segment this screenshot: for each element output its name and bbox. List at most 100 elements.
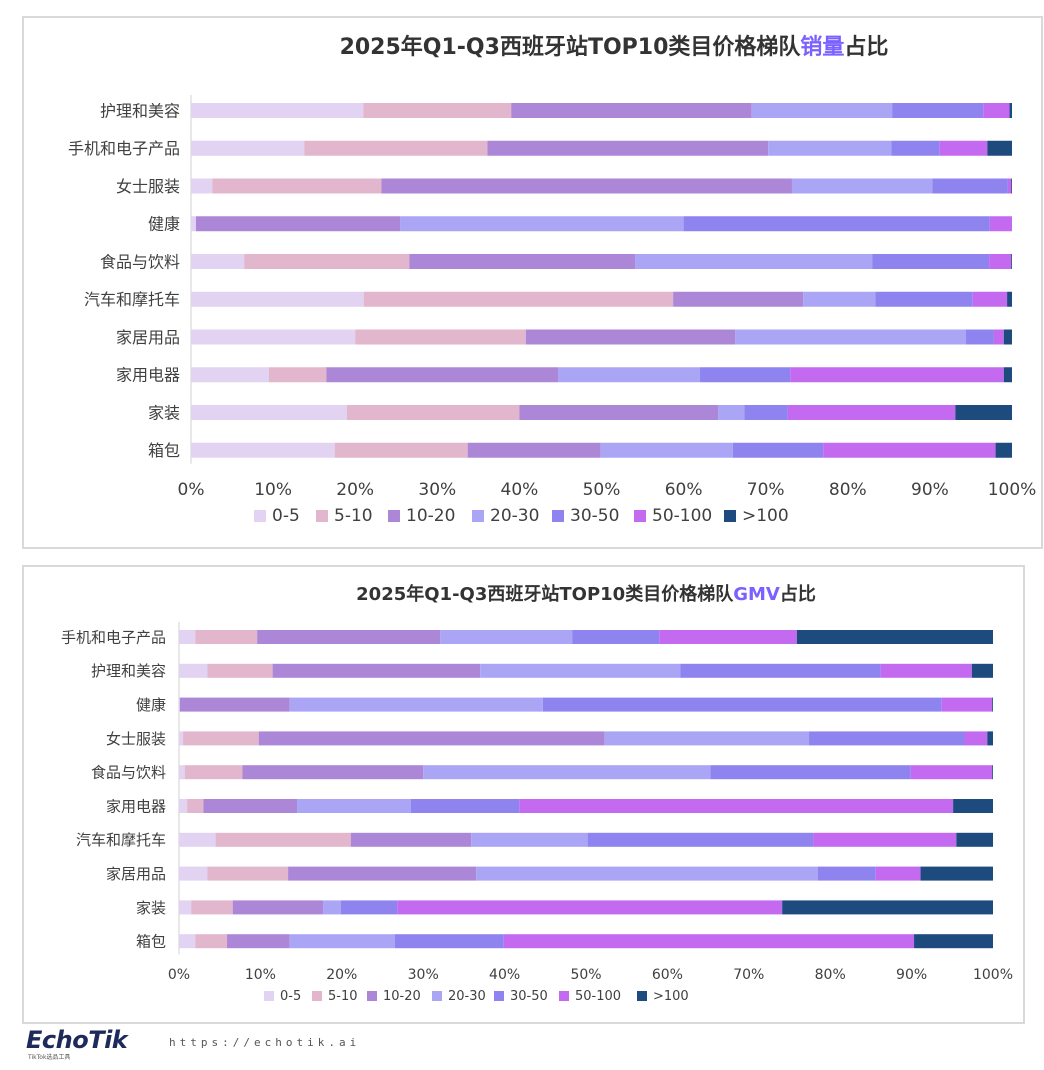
volume-category-label: 家装 — [148, 403, 180, 422]
gmv-bar-segment — [987, 731, 993, 746]
volume-chart-title: 2025年Q1-Q3西班牙站TOP10类目价格梯队销量占比 — [340, 34, 889, 60]
gmv-bar-segment — [257, 630, 441, 644]
volume-bar-segment — [195, 216, 401, 232]
volume-legend-swatch — [254, 510, 266, 522]
volume-legend-swatch — [472, 510, 484, 522]
volume-category-label: 家居用品 — [116, 328, 180, 347]
gmv-bar-segment — [476, 866, 818, 881]
gmv-legend-label: 5-10 — [328, 989, 358, 1004]
gmv-category-label: 箱包 — [136, 933, 166, 951]
volume-legend-swatch — [316, 510, 328, 522]
volume-bar-segment — [768, 140, 892, 156]
volume-bar-segment — [1007, 291, 1012, 307]
volume-bar-segment — [191, 216, 196, 232]
gmv-legend-swatch — [264, 991, 274, 1001]
gmv-bar-segment — [195, 630, 258, 644]
volume-bar-segment — [467, 442, 601, 458]
volume-bar-segment — [346, 405, 520, 420]
volume-bar-segment — [823, 442, 996, 458]
gmv-legend-label: 0-5 — [280, 989, 301, 1004]
volume-bar-segment — [244, 254, 410, 269]
gmv-bar-segment — [272, 663, 481, 678]
volume-bar-segment — [191, 103, 364, 118]
gmv-bar-segment — [227, 934, 290, 949]
website-url[interactable]: https://echotik.ai — [169, 1036, 361, 1049]
gmv-bar-segment — [817, 866, 876, 881]
gmv-bar-segment — [289, 697, 543, 712]
gmv-bar-segment — [179, 900, 192, 915]
gmv-bar-segment — [297, 799, 411, 813]
gmv-category-label: 家居用品 — [106, 865, 166, 883]
volume-bar-segment — [732, 442, 824, 458]
volume-bar-segment — [803, 291, 876, 307]
volume-bar-segment — [191, 367, 269, 383]
gmv-bar-segment — [813, 832, 957, 847]
gmv-bar-segment — [258, 731, 605, 746]
gmv-bar-segment — [880, 663, 972, 678]
volume-bar-segment — [191, 291, 364, 307]
volume-bar-segment — [635, 254, 873, 269]
volume-bar-segment — [993, 329, 1004, 345]
volume-category-label: 健康 — [148, 215, 180, 234]
volume-bar-segment — [955, 405, 1012, 420]
gmv-bar-segment — [503, 934, 915, 949]
sales-volume-chart-panel: 2025年Q1-Q3西班牙站TOP10类目价格梯队销量占比 护理和美容 手机和电子产… — [22, 16, 1043, 549]
gmv-bar-segment — [207, 663, 273, 678]
volume-bar-segment — [673, 291, 804, 307]
gmv-bar-segment — [875, 866, 921, 881]
gmv-bar-segment — [203, 799, 298, 813]
gmv-bar-segment — [179, 731, 184, 746]
gmv-bar-segment — [184, 765, 243, 780]
volume-bar-segment — [191, 329, 356, 345]
volume-bar-segment — [191, 254, 245, 269]
volume-bar-segment — [787, 405, 956, 420]
gmv-bar-segment — [288, 866, 477, 881]
gmv-bar-segment — [350, 832, 472, 847]
volume-bar-segment — [700, 367, 791, 383]
volume-bar-segment — [191, 442, 335, 458]
volume-bar-segment — [683, 216, 990, 232]
volume-bar-segment — [409, 254, 636, 269]
gmv-bar-segment — [195, 934, 228, 949]
volume-bar-segment — [1003, 367, 1012, 383]
volume-legend-label: >100 — [742, 506, 789, 526]
volume-bar-segment — [972, 291, 1008, 307]
volume-bar-segment — [892, 103, 984, 118]
volume-legend-swatch — [724, 510, 736, 522]
gmv-bar-segment — [410, 799, 520, 813]
gmv-bar-segment — [179, 663, 208, 678]
gmv-category-label: 家装 — [136, 899, 166, 917]
echotik-logo-subtitle: TikTok选品工具 — [28, 1054, 71, 1061]
volume-bar-segment — [932, 178, 1008, 194]
echotik-logo[interactable]: EchoTik — [26, 1026, 128, 1054]
gmv-bar-segment — [920, 866, 993, 881]
gmv-bar-segment — [179, 697, 290, 712]
gmv-bar-segment — [953, 799, 993, 813]
volume-bar-segment — [791, 178, 933, 194]
volume-bar-segment — [304, 140, 488, 156]
gmv-bar-segment — [956, 832, 993, 847]
volume-bar-segment — [989, 216, 1012, 232]
volume-x-tick-label: 80% — [829, 480, 867, 500]
volume-category-label: 食品与饮料 — [100, 252, 180, 271]
volume-bar-segment — [1007, 178, 1012, 194]
gmv-bar-segment — [604, 731, 810, 746]
volume-legend-swatch — [552, 510, 564, 522]
gmv-bar-segment — [796, 630, 993, 644]
gmv-bar-segment — [179, 765, 185, 780]
gmv-bar-segment — [423, 765, 711, 780]
volume-bar-segment — [987, 140, 1012, 156]
volume-bar-segment — [212, 178, 382, 194]
gmv-x-tick-label: 70% — [733, 967, 764, 983]
volume-x-tick-label: 0% — [178, 480, 205, 500]
volume-x-tick-label: 100% — [988, 480, 1037, 500]
volume-bar-segment — [875, 291, 973, 307]
volume-bar-segment — [363, 103, 512, 118]
gmv-x-tick-label: 80% — [815, 967, 846, 983]
gmv-bar-segment — [809, 731, 965, 746]
volume-x-tick-label: 90% — [911, 480, 949, 500]
gmv-bar-segment — [710, 765, 911, 780]
gmv-bar-segment — [191, 900, 233, 915]
gmv-bar-segment — [242, 765, 424, 780]
gmv-bar-segment — [394, 934, 504, 949]
